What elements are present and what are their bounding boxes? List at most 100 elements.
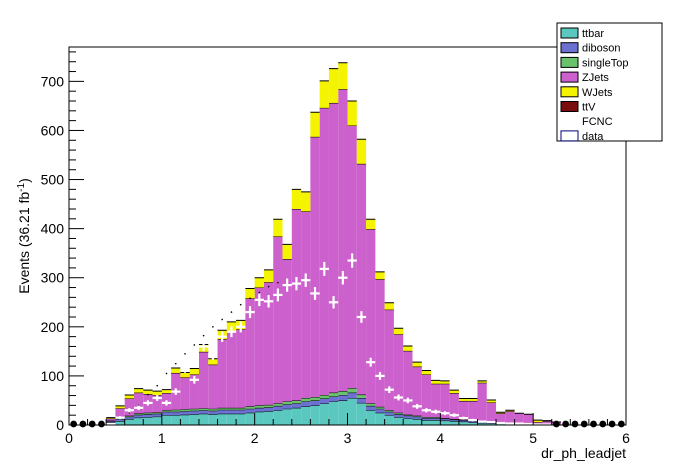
bar-wjets [449, 390, 459, 394]
bar-diboson [366, 405, 376, 411]
bar-ttbar [161, 415, 172, 425]
data-point [124, 408, 134, 413]
bar-wjets [310, 112, 320, 137]
bar-wjets [133, 388, 144, 393]
bar-zjets [301, 211, 311, 398]
bar-singletop [245, 406, 255, 409]
bar-ttbar [180, 414, 190, 425]
data-point [468, 418, 478, 422]
bar-wjets [115, 405, 125, 409]
bar-zjets [486, 402, 497, 423]
bar-ttbar [226, 413, 237, 425]
legend-swatch [560, 27, 579, 39]
y-tick-label: 0 [56, 417, 64, 433]
bar-zjets [338, 89, 348, 392]
y-tick-label: 200 [41, 319, 65, 335]
bar-ttbar [486, 423, 497, 425]
bar-wjets [328, 68, 339, 103]
bar-ttbar [477, 423, 487, 425]
bar-wjets [282, 244, 292, 260]
fcnc-point [239, 303, 242, 306]
data-point [403, 397, 413, 404]
fcnc-point [193, 344, 196, 346]
bar-ttbar [254, 411, 264, 425]
x-tick-label: 2 [251, 430, 259, 446]
bar-zjets [542, 421, 552, 425]
bar-zjets [106, 418, 116, 421]
data-point-zero [590, 420, 597, 428]
bar-singletop [356, 394, 367, 398]
bar-ttbar [245, 412, 255, 425]
bar-ttbar [496, 423, 506, 425]
data-point-zero [571, 420, 579, 428]
bar-ttbar [366, 410, 376, 425]
legend-entry-ttv: ttV [560, 101, 596, 114]
data-point [310, 287, 320, 300]
bar-singletop [217, 407, 227, 410]
bar-diboson [291, 403, 302, 408]
bar-diboson [180, 411, 190, 415]
bar-zjets [226, 331, 237, 408]
x-tick-label: 6 [622, 430, 630, 446]
data-point [393, 394, 404, 401]
series-ttbar [106, 397, 562, 426]
bar-zjets [384, 309, 394, 411]
fcnc-point [277, 281, 279, 284]
bar-diboson [421, 418, 432, 421]
data-point [338, 270, 348, 285]
legend-swatch [560, 86, 579, 98]
bar-ttbar [393, 417, 404, 425]
fcnc-point [156, 384, 158, 387]
bar-singletop [291, 400, 302, 404]
fcnc-point [230, 311, 233, 313]
bar-zjets [356, 163, 367, 395]
bar-zjets [180, 377, 190, 410]
bar-wjets [403, 345, 413, 351]
bar-zjets [245, 298, 255, 407]
bar-ttbar [143, 417, 153, 425]
bar-zjets [254, 287, 264, 406]
bar-ttbar [347, 398, 357, 425]
data-point [431, 409, 441, 414]
legend-swatch [560, 101, 579, 112]
fcnc-dotted-series [128, 281, 279, 414]
bar-ttbar [310, 405, 320, 425]
bar-wjets [477, 380, 487, 383]
bar-singletop [347, 388, 357, 393]
bar-zjets [328, 102, 339, 393]
data-point [171, 388, 181, 395]
bar-singletop [208, 408, 218, 411]
bar-diboson [384, 411, 394, 416]
data-point [356, 311, 367, 323]
bar-ttbar [319, 403, 329, 425]
data-point [198, 341, 209, 352]
bar-ttbar [198, 413, 209, 425]
data-point-zero [98, 420, 105, 428]
bar-diboson [301, 401, 311, 407]
bar-ttbar [236, 413, 246, 425]
bar-wjets [440, 380, 450, 384]
fcnc-point [267, 285, 270, 288]
bar-singletop [171, 409, 181, 412]
bar-zjets [393, 334, 404, 413]
fcnc-point [147, 393, 149, 396]
bar-diboson [171, 411, 181, 416]
bar-wjets [208, 358, 218, 365]
bar-diboson [310, 400, 320, 406]
legend-entry-singletop: singleTop [560, 56, 628, 69]
bar-ttbar [263, 411, 274, 425]
bar-zjets [533, 422, 543, 425]
bar-zjets [198, 351, 209, 409]
data-point [347, 253, 357, 268]
bar-diboson [208, 410, 218, 415]
legend-swatch [560, 42, 579, 54]
fcnc-point [212, 326, 214, 328]
bar-zjets [124, 398, 134, 416]
bar-zjets [189, 374, 199, 409]
bar-diboson [328, 396, 339, 402]
bar-diboson [431, 418, 441, 421]
fcnc-point [184, 353, 186, 355]
bar-wjets [143, 390, 153, 395]
bar-ttbar [133, 417, 144, 425]
